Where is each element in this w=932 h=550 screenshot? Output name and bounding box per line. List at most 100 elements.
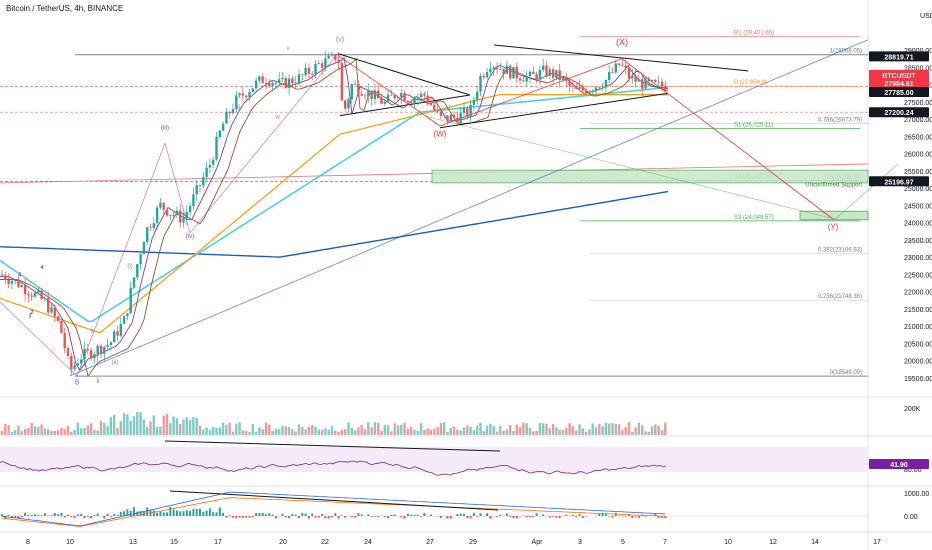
volume-bar [664, 422, 667, 435]
ema-blue-line [0, 190, 669, 258]
wave-label: (X) [616, 37, 628, 47]
pivot-level-label: S1 (26,725.11) [734, 123, 773, 129]
macd-histogram-bar [37, 514, 40, 516]
macd-histogram-bar [291, 514, 294, 516]
volume-bar [330, 425, 334, 435]
volume-bar [443, 422, 446, 435]
candle-body [499, 68, 502, 70]
candle-body [40, 290, 43, 299]
candle-body [132, 277, 136, 288]
candle-body [608, 71, 611, 81]
candle-body [122, 316, 126, 324]
y-tick-label: 24000.00 [904, 221, 932, 228]
x-tick-label: 15 [170, 539, 178, 546]
candle-body [370, 90, 373, 100]
candle-body [271, 83, 274, 86]
macd-histogram-bar [307, 516, 310, 519]
y-tick-label: 24500.00 [904, 203, 932, 210]
macd-histogram-bar [116, 515, 119, 516]
volume-bar [654, 424, 657, 435]
x-tick-label: 10 [66, 539, 74, 546]
volume-bar [545, 423, 548, 435]
macd-histogram-bar [133, 507, 135, 516]
candle-body [380, 98, 383, 104]
volume-bar [109, 417, 113, 435]
volume-bar [495, 431, 499, 435]
candle-body [558, 70, 561, 81]
macd-histogram-bar [123, 511, 126, 516]
volume-bar [608, 423, 611, 435]
wave-label: 4 [41, 265, 44, 271]
macd-histogram-bar [529, 516, 531, 518]
macd-histogram-bar [403, 516, 406, 519]
volume-bar [650, 426, 654, 435]
candle-body [548, 69, 551, 76]
volume-bar [578, 424, 581, 435]
volume-bar [119, 421, 122, 435]
candle-body [281, 77, 284, 80]
volume-bar [522, 422, 525, 435]
volume-bar [383, 424, 386, 435]
volume-bar [363, 429, 367, 435]
volume-bar [50, 430, 53, 435]
candle-body [377, 90, 380, 99]
candle-body [294, 83, 297, 85]
macd-histogram-bar [76, 514, 79, 516]
macd-histogram-bar [585, 516, 588, 517]
volume-bar [631, 431, 634, 435]
volume-bar [103, 422, 106, 435]
macd-histogram-bar [103, 516, 106, 519]
volume-bar [248, 431, 251, 435]
candle-body [403, 92, 406, 101]
candle-body [637, 79, 641, 82]
candle-body [221, 123, 225, 131]
macd-histogram-bar [53, 513, 56, 516]
candle-body [7, 280, 10, 284]
candle-body [518, 78, 522, 81]
y-axis-unit: USDT [920, 13, 932, 20]
macd-histogram-bar [486, 513, 489, 516]
volume-bar [208, 430, 212, 435]
x-tick-label: 13 [129, 539, 137, 546]
volume-bar [17, 425, 20, 435]
macd-histogram-bar [265, 514, 267, 516]
volume-bar [231, 431, 235, 435]
volume-bar [499, 425, 502, 435]
candle-body [89, 350, 93, 359]
volume-bar [360, 424, 363, 435]
pivot-level-label: P (27,954.9) [734, 80, 767, 86]
volume-bar [644, 431, 647, 435]
candle-body [86, 348, 89, 351]
volume-bar [4, 423, 7, 435]
candle-body [83, 348, 86, 360]
candle-body [509, 65, 512, 79]
x-tick-label: 14 [811, 539, 819, 546]
volume-bar [126, 414, 129, 435]
candle-body [119, 323, 122, 336]
macd-histogram-bar [126, 509, 129, 516]
price-tag-label: 25196.97 [884, 179, 913, 186]
volume-bar [439, 422, 443, 435]
candle-body [113, 331, 116, 343]
volume-bar [93, 429, 96, 435]
candle-body [443, 115, 446, 117]
volume-bar [146, 426, 149, 435]
volume-bar [410, 426, 413, 435]
candle-body [538, 69, 542, 80]
candle-body [43, 298, 47, 300]
volume-bar [56, 430, 60, 435]
candle-body [278, 79, 281, 83]
volume-bar [380, 430, 383, 435]
macd-histogram-bar [611, 516, 614, 518]
candle-body [631, 75, 634, 79]
macd-histogram-bar [472, 512, 475, 516]
candle-body [301, 74, 304, 76]
y-tick-label: 28500.00 [904, 65, 932, 72]
candle-body [400, 92, 403, 98]
volume-bar [334, 430, 337, 435]
macd-histogram-bar [7, 514, 10, 516]
macd-histogram-bar [136, 511, 139, 516]
wave-label: ii [96, 378, 100, 385]
macd-histogram-bar [598, 513, 601, 516]
